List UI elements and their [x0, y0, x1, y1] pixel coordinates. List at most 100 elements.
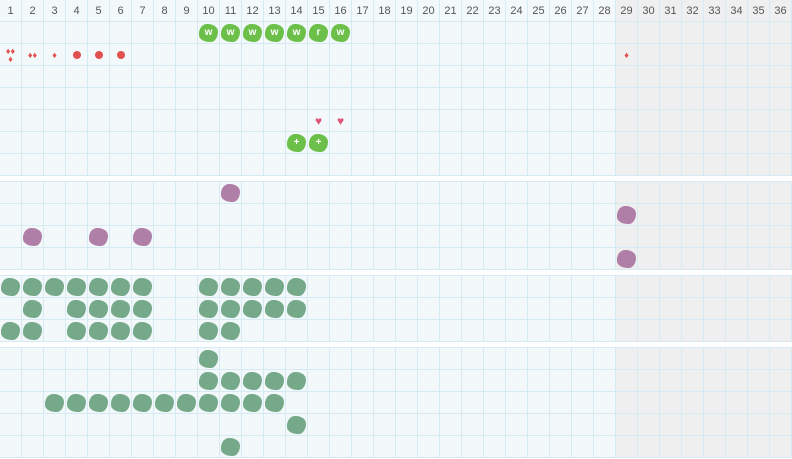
grid-cell[interactable] [440, 66, 462, 88]
grid-cell[interactable] [418, 370, 440, 392]
grid-cell[interactable] [506, 88, 528, 110]
grid-cell[interactable] [528, 88, 550, 110]
day-header-7[interactable]: 7 [132, 0, 154, 23]
grid-cell[interactable] [242, 88, 264, 110]
grid-cell[interactable] [44, 182, 66, 204]
day-header-26[interactable]: 26 [550, 0, 572, 23]
grid-cell[interactable] [264, 66, 286, 88]
grid-cell[interactable] [704, 110, 726, 132]
grid-cell[interactable] [220, 44, 242, 66]
grid-cell[interactable] [352, 320, 374, 342]
grid-cell[interactable] [264, 414, 286, 436]
grid-cell[interactable] [220, 110, 242, 132]
grid-cell[interactable] [638, 320, 660, 342]
grid-cell[interactable] [660, 226, 682, 248]
grid-cell[interactable] [682, 298, 704, 320]
grid-cell[interactable] [374, 22, 396, 44]
grid-cell[interactable] [506, 436, 528, 458]
grid-cell[interactable] [616, 298, 638, 320]
day-header-1[interactable]: 1 [0, 0, 22, 23]
grid-cell[interactable] [88, 276, 110, 298]
grid-cell[interactable] [198, 204, 220, 226]
grid-cell[interactable] [220, 436, 242, 458]
grid-cell[interactable] [198, 348, 220, 370]
grid-cell[interactable] [88, 22, 110, 44]
grid-cell[interactable] [594, 204, 616, 226]
grid-cell[interactable] [308, 66, 330, 88]
grid-cell[interactable] [484, 110, 506, 132]
grid-cell[interactable] [88, 44, 110, 66]
grid-cell[interactable] [594, 414, 616, 436]
grid-cell[interactable] [0, 154, 22, 176]
day-header-32[interactable]: 32 [682, 0, 704, 23]
grid-cell[interactable] [462, 276, 484, 298]
grid-cell[interactable] [506, 182, 528, 204]
grid-cell[interactable] [638, 66, 660, 88]
grid-cell[interactable] [176, 22, 198, 44]
grid-cell[interactable] [352, 154, 374, 176]
grid-cell[interactable] [638, 110, 660, 132]
day-header-12[interactable]: 12 [242, 0, 264, 23]
grid-cell[interactable] [44, 370, 66, 392]
grid-cell[interactable]: r [308, 22, 330, 44]
grid-cell[interactable] [506, 248, 528, 270]
grid-cell[interactable] [748, 320, 770, 342]
grid-cell[interactable] [0, 22, 22, 44]
grid-cell[interactable] [440, 204, 462, 226]
grid-cell[interactable] [88, 88, 110, 110]
grid-cell[interactable]: w [286, 22, 308, 44]
grid-cell[interactable] [594, 392, 616, 414]
grid-cell[interactable] [308, 276, 330, 298]
grid-cell[interactable] [440, 436, 462, 458]
grid-cell[interactable] [550, 154, 572, 176]
grid-cell[interactable] [462, 22, 484, 44]
grid-cell[interactable] [198, 88, 220, 110]
grid-cell[interactable] [550, 226, 572, 248]
grid-cell[interactable] [66, 154, 88, 176]
grid-cell[interactable] [396, 436, 418, 458]
grid-cell[interactable] [748, 66, 770, 88]
grid-cell[interactable] [726, 370, 748, 392]
grid-cell[interactable] [220, 226, 242, 248]
grid-cell[interactable] [704, 370, 726, 392]
grid-cell[interactable] [88, 204, 110, 226]
grid-cell[interactable] [616, 88, 638, 110]
grid-cell[interactable] [308, 248, 330, 270]
grid-cell[interactable] [308, 88, 330, 110]
grid-cell[interactable] [198, 182, 220, 204]
grid-cell[interactable] [396, 320, 418, 342]
grid-cell[interactable] [374, 436, 396, 458]
grid-cell[interactable] [418, 414, 440, 436]
grid-cell[interactable] [198, 436, 220, 458]
grid-cell[interactable] [176, 276, 198, 298]
grid-cell[interactable] [528, 248, 550, 270]
grid-cell[interactable] [132, 436, 154, 458]
grid-cell[interactable] [638, 132, 660, 154]
grid-cell[interactable] [308, 370, 330, 392]
grid-cell[interactable] [176, 392, 198, 414]
grid-cell[interactable] [176, 88, 198, 110]
grid-cell[interactable] [22, 88, 44, 110]
grid-cell[interactable] [418, 88, 440, 110]
grid-cell[interactable] [440, 348, 462, 370]
day-header-22[interactable]: 22 [462, 0, 484, 23]
grid-cell[interactable] [154, 320, 176, 342]
grid-cell[interactable] [462, 370, 484, 392]
grid-cell[interactable] [132, 132, 154, 154]
grid-cell[interactable] [88, 348, 110, 370]
grid-cell[interactable] [770, 44, 792, 66]
grid-cell[interactable] [748, 298, 770, 320]
grid-cell[interactable] [88, 110, 110, 132]
grid-cell[interactable] [22, 436, 44, 458]
grid-cell[interactable] [286, 248, 308, 270]
grid-cell[interactable] [352, 88, 374, 110]
grid-cell[interactable] [110, 298, 132, 320]
grid-cell[interactable] [44, 276, 66, 298]
grid-cell[interactable] [462, 154, 484, 176]
grid-cell[interactable] [66, 276, 88, 298]
grid-cell[interactable] [462, 436, 484, 458]
grid-cell[interactable] [528, 110, 550, 132]
grid-cell[interactable] [44, 248, 66, 270]
grid-cell[interactable] [506, 298, 528, 320]
grid-cell[interactable] [440, 298, 462, 320]
